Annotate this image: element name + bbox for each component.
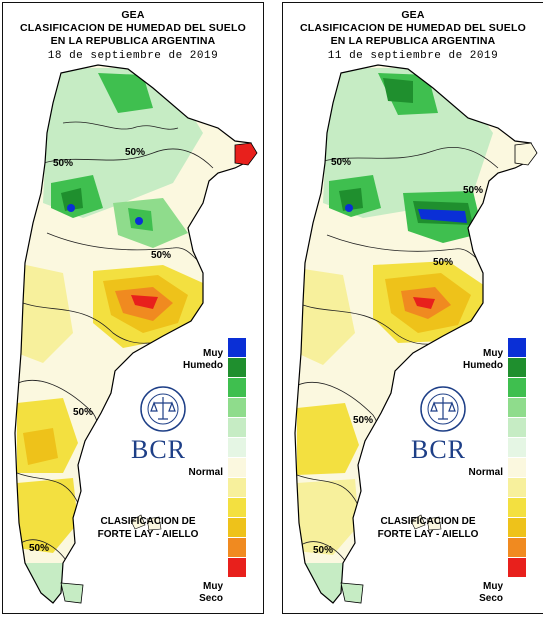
legend-swatch <box>508 498 526 518</box>
legend-swatch <box>508 358 526 378</box>
malvinas-islands <box>410 514 442 531</box>
very-wet-region-northwest <box>61 188 83 211</box>
moist-region-south-patagonia <box>17 563 63 603</box>
wet-region-north <box>98 73 153 113</box>
legend-swatch <box>508 518 526 538</box>
dry-region-west <box>17 263 73 363</box>
contour-label: 50% <box>73 407 93 418</box>
map-subtitle: EN LA REPUBLICA ARGENTINA <box>50 35 216 47</box>
contour-label: 50% <box>353 415 373 426</box>
very-wet-region-northwest <box>339 188 363 211</box>
misiones-dry-spot <box>234 142 258 166</box>
bcr-seal-icon <box>420 386 466 432</box>
soil-moisture-map-panel: GEA CLASIFICACION DE HUMEDAD DEL SUELO E… <box>2 2 264 614</box>
classification-credit: CLASIFICACION DE FORTE LAY - AIELLO <box>97 516 199 540</box>
saturated-region-center <box>418 209 467 223</box>
extreme-dry-spot <box>413 297 435 309</box>
legend-swatch <box>228 458 246 478</box>
legend-swatch <box>508 558 526 578</box>
classification-credit: CLASIFICACION DE FORTE LAY - AIELLO <box>377 516 479 540</box>
legend-swatch <box>228 398 246 418</box>
contour-label: 50% <box>151 250 171 261</box>
saturated-spot-northwest <box>345 204 353 212</box>
legend-swatch <box>228 338 246 358</box>
contour-label: 50% <box>29 543 49 554</box>
legend-swatch <box>508 398 526 418</box>
moisture-legend <box>228 338 246 578</box>
legend-swatch <box>508 378 526 398</box>
legend-label-normal: Normal <box>468 467 503 478</box>
legend-swatch <box>228 478 246 498</box>
contour-label: 50% <box>433 257 453 268</box>
legend-swatch <box>228 358 246 378</box>
legend-label-very-wet: Muy Humedo <box>463 348 503 371</box>
legend-swatch <box>508 478 526 498</box>
map-date: 11 de septiembre de 2019 <box>327 50 499 62</box>
dry-region-central-patagonia <box>297 479 359 555</box>
dry-region-north-patagonia <box>297 403 359 475</box>
legend-swatch <box>508 538 526 558</box>
saturated-spot-center <box>135 217 143 225</box>
extreme-dry-spot <box>131 295 158 309</box>
map-title: CLASIFICACION DE HUMEDAD DEL SUELO <box>300 22 526 34</box>
misiones-region <box>514 142 538 166</box>
legend-swatch <box>228 558 246 578</box>
bcr-seal-icon <box>140 386 186 432</box>
map-title: CLASIFICACION DE HUMEDAD DEL SUELO <box>20 22 246 34</box>
map-date: 18 de septiembre de 2019 <box>47 50 219 62</box>
map-title-agency: GEA <box>401 9 425 21</box>
tierra-del-fuego <box>60 582 84 604</box>
soil-moisture-map-panel: GEA CLASIFICACION DE HUMEDAD DEL SUELO E… <box>282 2 543 614</box>
contour-label: 50% <box>53 158 73 169</box>
tierra-del-fuego <box>340 582 364 604</box>
malvinas-islands <box>130 514 162 531</box>
legend-swatch <box>508 338 526 358</box>
moist-region-south-patagonia <box>297 563 343 603</box>
legend-swatch <box>508 418 526 438</box>
contour-label: 50% <box>313 545 333 556</box>
legend-swatch <box>228 538 246 558</box>
legend-swatch <box>228 378 246 398</box>
map-subtitle: EN LA REPUBLICA ARGENTINA <box>330 35 496 47</box>
drier-region-north-patagonia <box>23 428 58 465</box>
legend-label-normal: Normal <box>188 467 223 478</box>
legend-swatch <box>508 438 526 458</box>
map-title-agency: GEA <box>121 9 145 21</box>
bcr-logo: BCR <box>411 435 467 464</box>
argentina-map: 50% 50% 50% 50% 50% <box>294 64 538 604</box>
legend-swatch <box>228 418 246 438</box>
contour-label: 50% <box>331 157 351 168</box>
legend-swatch <box>508 458 526 478</box>
dry-region-west <box>297 268 355 365</box>
legend-label-very-dry: Muy Seco <box>199 581 223 604</box>
bcr-logo: BCR <box>131 435 187 464</box>
argentina-map: 50% 50% 50% 50% 50% <box>14 64 258 604</box>
legend-swatch <box>228 498 246 518</box>
saturated-spot-northwest <box>67 204 75 212</box>
legend-swatch <box>228 518 246 538</box>
legend-label-very-dry: Muy Seco <box>479 581 503 604</box>
very-wet-region-north <box>383 78 413 103</box>
contour-label: 50% <box>125 147 145 158</box>
moisture-legend <box>508 338 526 578</box>
contour-lines <box>16 121 214 564</box>
dry-region-central-patagonia <box>17 478 78 553</box>
legend-swatch <box>228 438 246 458</box>
legend-label-very-wet: Muy Humedo <box>183 348 223 371</box>
contour-label: 50% <box>463 185 483 196</box>
